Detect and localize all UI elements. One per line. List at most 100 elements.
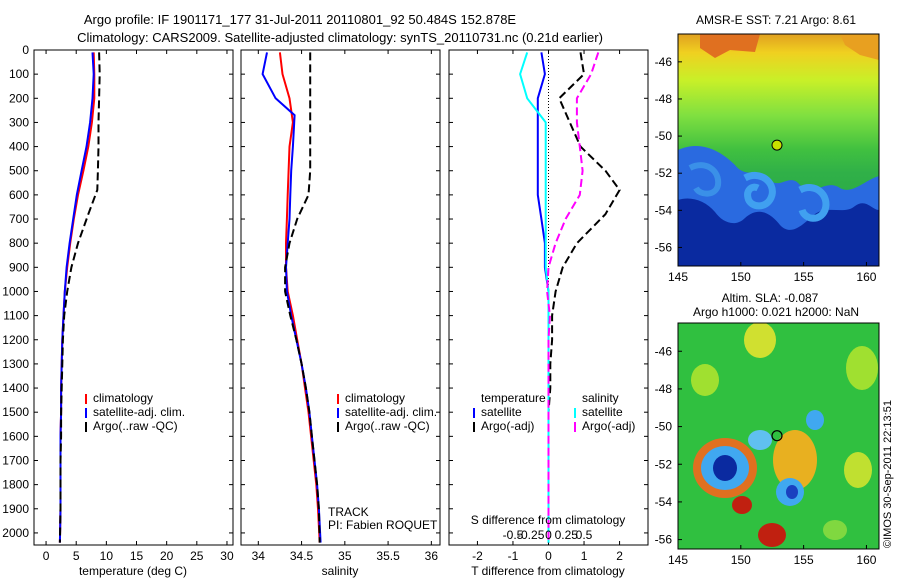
map-x-tick-label: 145 [668, 270, 688, 284]
y-tick-label: 700 [9, 212, 29, 226]
legend-label-t-argo: Argo(-adj) [481, 419, 534, 433]
sla-field [678, 323, 879, 549]
sla-map-panel: Altim. SLA: -0.087 Argo h1000: 0.021 h20… [655, 291, 894, 567]
x-tick-label: 34 [252, 549, 266, 563]
sla-anomaly [844, 452, 872, 488]
y-tick-label: 300 [9, 115, 29, 129]
x-tick-label: 15 [130, 549, 144, 563]
salinity-axis-ticks: 34 34.5 35 35.5 36 [252, 50, 439, 563]
x-tick-label: 5 [73, 549, 80, 563]
map-y-tick-label: -56 [655, 533, 673, 547]
sla-anomaly [758, 523, 786, 547]
sla-map-title-line2: Argo h1000: 0.021 h2000: NaN [693, 305, 859, 319]
difference-panel: -2 -1 0 1 2 S difference from climatology -0… [448, 49, 649, 578]
sla-anomaly [691, 364, 719, 396]
temperature-panel: 0100200300400500600700800900100011001200… [2, 43, 234, 578]
y-tick-label: 1800 [2, 478, 29, 492]
legend-label-s-satellite: satellite [582, 405, 623, 419]
legend-title-salinity: salinity [582, 391, 619, 405]
legend-label-s-argo: Argo(-adj) [582, 419, 635, 433]
x-tick-label: 36 [425, 549, 439, 563]
map-y-tick-label: -56 [655, 240, 673, 254]
map-x-tick-label: 150 [731, 270, 751, 284]
map-y-tick-label: -54 [655, 203, 673, 217]
y-tick-label: 1300 [2, 357, 29, 371]
figure-title-line1: Argo profile: IF 1901171_177 31-Jul-2011… [84, 12, 517, 27]
y-tick-label: 200 [9, 91, 29, 105]
s-difference-ticks: -0.5-0.25 0 0.250.5 [503, 528, 593, 542]
s-difference-label: S difference from climatology [471, 513, 626, 527]
legend-label-climatology: climatology [345, 391, 405, 405]
series-line-satellite-adj-clim- [261, 52, 322, 543]
map-y-tick-label: -48 [655, 382, 673, 396]
imos-timestamp-label: ©IMOS 30-Sep-2011 22:13:51 [882, 400, 894, 548]
legend-label-satellite: satellite-adj. clim. [93, 405, 185, 419]
y-tick-label: 1500 [2, 405, 29, 419]
x-tick-label: 34.5 [290, 549, 314, 563]
temperature-plot-area [33, 49, 234, 546]
s-tick-label: 0 [545, 528, 552, 542]
y-tick-label: 400 [9, 140, 29, 154]
y-tick-label: 1400 [2, 381, 29, 395]
salinity-panel: 34 34.5 35 35.5 36 salinity climatology sate… [240, 49, 441, 578]
temperature-axis-ticks: 0 5 10 15 20 25 30 [43, 50, 234, 563]
map-y-tick-label: -52 [655, 457, 673, 471]
x-tick-label: 25 [190, 549, 204, 563]
sla-anomaly [732, 496, 752, 514]
x-tick-label: 35 [338, 549, 352, 563]
y-tick-label: 0 [22, 43, 29, 57]
y-tick-label: 100 [9, 67, 29, 81]
y-tick-label: 1200 [2, 333, 29, 347]
series-line-satellite-adj-clim- [58, 52, 95, 543]
argo-position-marker [771, 139, 783, 151]
map-x-tick-label: 155 [794, 270, 814, 284]
map-x-tick-label: 150 [731, 553, 751, 567]
sla-map-ticks: 145 150 155 160 -46 -48 -50 -52 -54 -56 [655, 344, 877, 567]
legend-label-t-satellite: satellite [481, 405, 522, 419]
t-difference-label: T difference from climatology [471, 564, 625, 578]
map-x-tick-label: 160 [856, 270, 876, 284]
sst-warm-patch [700, 34, 760, 58]
x-tick-label: 20 [160, 549, 174, 563]
y-tick-label: 1900 [2, 502, 29, 516]
salinity-axis-label: salinity [322, 564, 359, 578]
pi-label: PI: Fabien ROQUET [328, 518, 438, 532]
temperature-axis-label: temperature (deg C) [79, 564, 187, 578]
sla-anomaly [773, 430, 817, 490]
x-tick-label: 0 [545, 549, 552, 563]
difference-depth-ticks [449, 49, 648, 534]
y-tick-label: 800 [9, 236, 29, 250]
map-y-tick-label: -50 [655, 129, 673, 143]
y-tick-label: 1600 [2, 429, 29, 443]
sst-map-ticks: 145 150 155 160 -46 -48 -50 -52 -54 -56 [655, 55, 877, 284]
x-tick-label: 10 [100, 549, 114, 563]
track-label: TRACK [328, 505, 369, 519]
sst-map-title: AMSR-E SST: 7.21 Argo: 8.61 [696, 13, 856, 27]
sla-anomaly [786, 485, 798, 499]
map-x-tick-label: 160 [856, 553, 876, 567]
sst-warm-patch-2 [840, 34, 879, 60]
x-tick-label: -1 [508, 549, 519, 563]
map-y-tick-label: -52 [655, 166, 673, 180]
legend-label-satellite: satellite-adj. clim. [345, 405, 437, 419]
salinity-plot-area [240, 49, 441, 546]
map-y-tick-label: -54 [655, 495, 673, 509]
sla-anomaly [744, 323, 776, 358]
sla-map-title-line1: Altim. SLA: -0.087 [722, 291, 819, 305]
series-line-argo-raw-qc- [58, 52, 101, 543]
salinity-series [261, 52, 322, 543]
x-tick-label: 30 [220, 549, 234, 563]
salinity-depth-ticks [241, 49, 440, 534]
legend-label-climatology: climatology [93, 391, 153, 405]
s-tick-label: 0.25 [555, 528, 579, 542]
sla-anomaly [823, 520, 847, 540]
sst-swirl-light [743, 171, 776, 210]
sst-swirl-light-3 [688, 162, 722, 197]
difference-axis-ticks: -2 -1 0 1 2 [472, 50, 623, 563]
legend-label-argo: Argo(..raw -QC) [345, 419, 430, 433]
legend-title-temperature: temperature [481, 391, 546, 405]
difference-series [519, 52, 621, 543]
sst-cold-core [678, 198, 879, 266]
y-tick-label: 1100 [3, 309, 29, 323]
